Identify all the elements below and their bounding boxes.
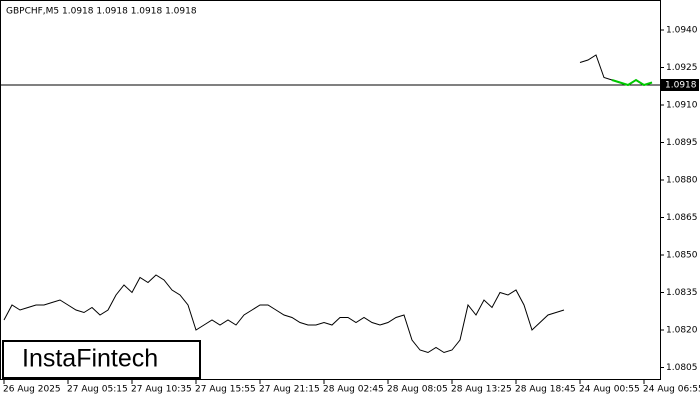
x-tick-label: 24 Aug 06:55 [643, 385, 700, 395]
last-price-box [661, 79, 699, 91]
watermark: InstaFintech [22, 345, 158, 373]
x-tick-label: 24 Aug 00:55 [579, 385, 640, 395]
price-line [3, 274, 565, 354]
x-tick-label: 27 Aug 05:15 [67, 385, 128, 395]
watermark-box [2, 340, 201, 379]
chart-title: GBPCHF,M5 1.0918 1.0918 1.0918 1.0918 [6, 7, 197, 17]
x-tick-label: 27 Aug 15:55 [195, 385, 256, 395]
last-price-label: 1.0918 [665, 81, 697, 91]
x-tick-label: 28 Aug 08:05 [387, 385, 448, 395]
y-tick-label: 1.0925 [666, 63, 698, 73]
x-tick-label: 28 Aug 13:25 [451, 385, 512, 395]
y-tick-label: 1.0805 [666, 363, 698, 373]
plot-frame [0, 0, 661, 380]
y-tick-label: 1.0835 [666, 288, 698, 298]
y-tick-label: 1.0880 [666, 176, 698, 186]
pattern-line [611, 78, 653, 87]
x-tick-label: 27 Aug 21:15 [259, 385, 320, 395]
y-tick-label: 1.0820 [666, 326, 698, 336]
y-tick-label: 1.0865 [666, 213, 698, 223]
y-tick-label: 1.0940 [666, 26, 698, 36]
x-tick-label: 28 Aug 02:45 [323, 385, 384, 395]
x-tick-label: 28 Aug 18:45 [515, 385, 576, 395]
y-tick-label: 1.0850 [666, 251, 698, 261]
x-tick-label: 27 Aug 10:35 [131, 385, 192, 395]
x-tick-label: 26 Aug 2025 [3, 385, 61, 395]
y-tick-label: 1.0895 [666, 138, 698, 148]
y-tick-label: 1.0910 [666, 101, 698, 111]
